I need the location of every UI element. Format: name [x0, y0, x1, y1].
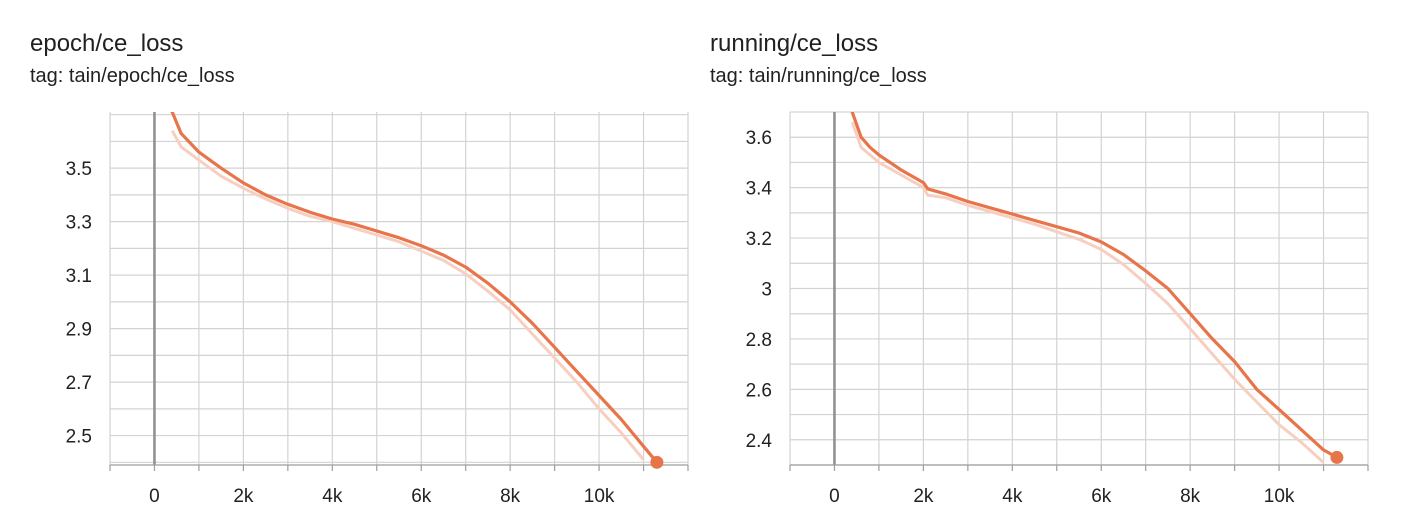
series-end-marker	[650, 455, 664, 469]
y-tick-label: 3.2	[746, 229, 772, 250]
grid	[109, 112, 689, 465]
chart-panel-epoch-ce-loss: epoch/ce_loss tag: tain/epoch/ce_loss 0 2…	[0, 0, 700, 518]
x-tick-label: 6k	[411, 486, 432, 507]
series-group	[170, 112, 659, 464]
x-tick-label: 8k	[500, 486, 521, 507]
raw-series-line	[850, 121, 1325, 464]
x-tick-label: 4k	[1002, 486, 1023, 507]
chart-title: epoch/ce_loss	[30, 30, 184, 57]
smoothed-series-line	[850, 112, 1339, 459]
chart-title: running/ce_loss	[710, 30, 879, 57]
x-tick-label: 10k	[584, 486, 615, 507]
x-tick-label: 0	[149, 486, 160, 507]
x-tick-label: 2k	[913, 486, 934, 507]
x-tick-label: 8k	[1180, 486, 1201, 507]
x-tick-label: 2k	[233, 486, 254, 507]
y-tick-label: 3.6	[746, 128, 772, 149]
chart-tag: tag: tain/epoch/ce_loss	[30, 65, 235, 87]
y-tick-label: 3.3	[66, 213, 92, 234]
y-tick-label: 2.6	[746, 380, 772, 401]
series-group	[850, 112, 1339, 464]
series-end-marker	[1330, 450, 1344, 464]
y-tick-label: 3.4	[746, 179, 773, 200]
y-tick-label: 3.5	[66, 159, 92, 180]
x-tick-label: 4k	[322, 486, 343, 507]
x-tick-label: 10k	[1264, 486, 1295, 507]
chart-tag: tag: tain/running/ce_loss	[710, 65, 927, 87]
grid	[789, 111, 1369, 466]
y-tick-label: 3	[761, 280, 772, 301]
chart-panel-running-ce-loss: running/ce_loss tag: tain/running/ce_los…	[700, 0, 1416, 518]
y-tick-label: 2.9	[66, 320, 92, 341]
y-tick-label: 2.8	[746, 330, 772, 351]
smoothed-series-line	[170, 112, 659, 464]
x-tick-label: 6k	[1091, 486, 1112, 507]
y-tick-label: 3.1	[66, 266, 92, 287]
y-tick-label: 2.7	[66, 373, 92, 394]
x-tick-label: 0	[829, 486, 840, 507]
raw-series-line	[170, 129, 645, 461]
y-tick-label: 2.4	[746, 431, 773, 452]
chart-plot[interactable]: 0 2k 4k 6k 8k 10k 2.4 2.6 2.8 3 3.2 3.4 3.6	[700, 0, 1416, 518]
chart-plot[interactable]: 0 2k 4k 6k 8k 10k 2.5 2.7 2.9 3.1 3.3 3.5	[0, 0, 700, 518]
y-tick-label: 2.5	[66, 427, 92, 448]
